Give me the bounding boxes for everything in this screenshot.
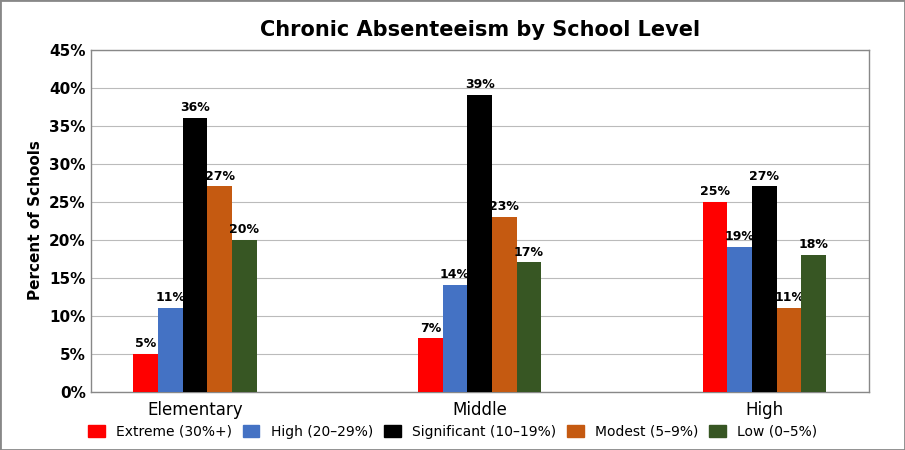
Text: 36%: 36% [180,101,210,114]
Bar [443,285,467,392]
Bar [207,186,232,392]
Text: 7%: 7% [420,321,441,334]
Bar [702,202,728,392]
Text: 14%: 14% [440,268,470,281]
Bar [728,247,752,392]
Y-axis label: Percent of Schools: Percent of Schools [28,140,43,301]
Text: 25%: 25% [700,184,730,198]
Bar [752,186,776,392]
Title: Chronic Absenteeism by School Level: Chronic Absenteeism by School Level [260,20,700,40]
Bar [157,308,183,392]
Bar [133,354,157,392]
Bar [418,338,443,392]
Text: 27%: 27% [205,170,234,183]
Bar [776,308,802,392]
Bar [492,217,517,392]
Text: 27%: 27% [749,170,779,183]
Text: 18%: 18% [799,238,829,251]
Text: 11%: 11% [774,291,804,304]
Bar [467,95,492,392]
Bar [802,255,826,392]
Legend: Extreme (30%+), High (20–29%), Significant (10–19%), Modest (5–9%), Low (0–5%): Extreme (30%+), High (20–29%), Significa… [88,424,817,439]
Text: 11%: 11% [156,291,186,304]
Text: 5%: 5% [135,337,157,350]
Text: 17%: 17% [514,246,544,258]
Text: 23%: 23% [490,200,519,213]
Bar [517,262,541,392]
Bar [232,239,257,392]
Text: 20%: 20% [229,223,259,236]
Text: 39%: 39% [465,78,494,91]
Text: 19%: 19% [725,230,755,243]
Bar [183,118,207,392]
